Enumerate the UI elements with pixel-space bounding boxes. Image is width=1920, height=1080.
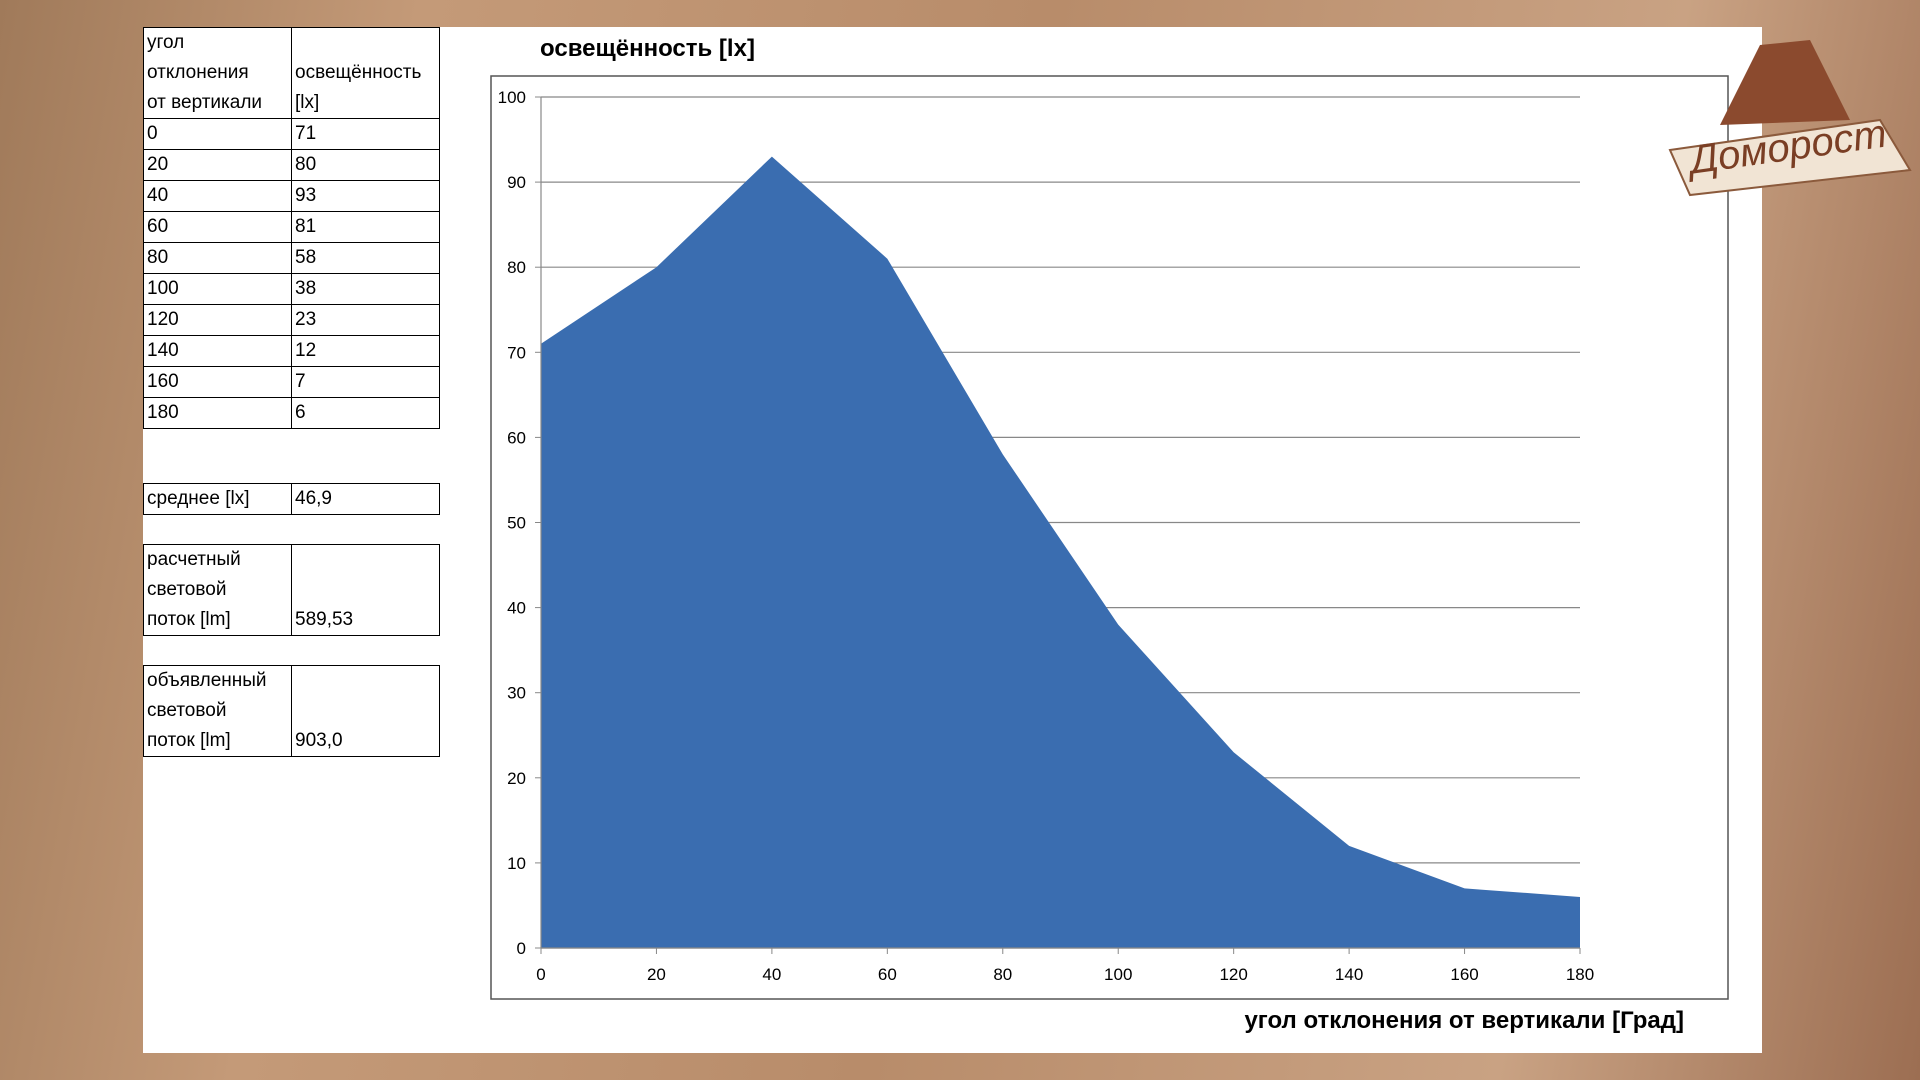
y-tick-label: 0	[517, 939, 526, 958]
table-cell: 60	[143, 211, 292, 243]
table-cell: 40	[143, 180, 292, 212]
table-cell: 58	[291, 242, 440, 274]
table-cell: 160	[143, 366, 292, 398]
header-row: угол отклонения от вертикали освещённость [l…	[143, 27, 440, 119]
summary-value: 589,53	[291, 544, 440, 636]
logo: Доморост	[1668, 40, 1912, 197]
x-tick-label: 0	[536, 965, 545, 984]
table-cell: 81	[291, 211, 440, 243]
table-cell: 93	[291, 180, 440, 212]
summary-label: расчетный световой поток [lm]	[143, 544, 292, 636]
x-tick-label: 60	[878, 965, 897, 984]
chart-title: освещённость [lx]	[540, 35, 755, 62]
cell-line: световой	[147, 700, 227, 721]
table-row: 180 6	[143, 397, 440, 429]
data-table: угол отклонения от вертикали освещённость [l…	[143, 27, 440, 429]
y-tick-label: 70	[507, 343, 526, 362]
table-cell: 6	[291, 397, 440, 429]
y-tick-label: 20	[507, 769, 526, 788]
cell-line: объявленный	[147, 670, 267, 691]
table-row: 60 81	[143, 211, 440, 243]
y-tick-label: 100	[498, 88, 526, 107]
summary-label: объявленный световой поток [lm]	[143, 665, 292, 757]
header-cell: освещённость [lx]	[291, 27, 440, 119]
table-row: 0 71	[143, 118, 440, 150]
table-cell: 100	[143, 273, 292, 305]
x-tick-label: 100	[1104, 965, 1132, 984]
summary-row: расчетный световой поток [lm] 589,53	[143, 544, 440, 636]
y-tick-label: 90	[507, 173, 526, 192]
summary-row: объявленный световой поток [lm] 903,0	[143, 665, 440, 757]
cell-line: расчетный	[147, 549, 241, 570]
table-row: 80 58	[143, 242, 440, 274]
x-tick-label: 40	[762, 965, 781, 984]
cell-line: освещённость	[295, 62, 422, 83]
table-row: 40 93	[143, 180, 440, 212]
table-cell: 0	[143, 118, 292, 150]
chart-frame	[490, 75, 1729, 1000]
logo-banner	[1668, 118, 1912, 197]
table-row: 140 12	[143, 335, 440, 367]
table-row: 160 7	[143, 366, 440, 398]
x-tick-label: 180	[1566, 965, 1594, 984]
table-cell: 38	[291, 273, 440, 305]
table-cell: 80	[143, 242, 292, 274]
summary-value: 46,9	[291, 483, 440, 515]
summary-table: расчетный световой поток [lm] 589,53	[143, 544, 440, 636]
cell-line: среднее [lx]	[147, 488, 250, 509]
table-cell: 71	[291, 118, 440, 150]
y-tick-label: 30	[507, 684, 526, 703]
table-cell: 80	[291, 149, 440, 181]
x-axis-title: угол отклонения от вертикали [Град]	[1244, 1007, 1684, 1034]
table-row: 120 23	[143, 304, 440, 336]
logo-house	[1720, 40, 1850, 125]
cell-line: поток [lm]	[147, 609, 231, 630]
table-row: 100 38	[143, 273, 440, 305]
summary-table: объявленный световой поток [lm] 903,0	[143, 665, 440, 757]
x-tick-label: 20	[647, 965, 666, 984]
table-cell: 120	[143, 304, 292, 336]
area	[541, 156, 1580, 948]
summary-value: 903,0	[291, 665, 440, 757]
y-tick-label: 10	[507, 854, 526, 873]
summary-label: среднее [lx]	[143, 483, 292, 515]
summary-table: среднее [lx] 46,9	[143, 483, 440, 515]
y-tick-label: 40	[507, 599, 526, 618]
cell-line: [lx]	[295, 92, 320, 113]
table-cell: 180	[143, 397, 292, 429]
cell-line: поток [lm]	[147, 730, 231, 751]
x-tick-label: 140	[1335, 965, 1363, 984]
table-cell: 20	[143, 149, 292, 181]
y-tick-label: 80	[507, 258, 526, 277]
cell-line: от вертикали	[147, 92, 263, 113]
summary-row: среднее [lx] 46,9	[143, 483, 440, 515]
cell-line: отклонения	[147, 62, 249, 83]
y-tick-label: 60	[507, 428, 526, 447]
x-tick-label: 160	[1450, 965, 1478, 984]
header-cell: угол отклонения от вертикали	[143, 27, 292, 119]
x-tick-label: 120	[1219, 965, 1247, 984]
cell-line: световой	[147, 579, 227, 600]
table-row: 20 80	[143, 149, 440, 181]
cell-line: угол	[147, 32, 185, 53]
table-cell: 7	[291, 366, 440, 398]
x-tick-label: 80	[993, 965, 1012, 984]
y-tick-label: 50	[507, 514, 526, 533]
